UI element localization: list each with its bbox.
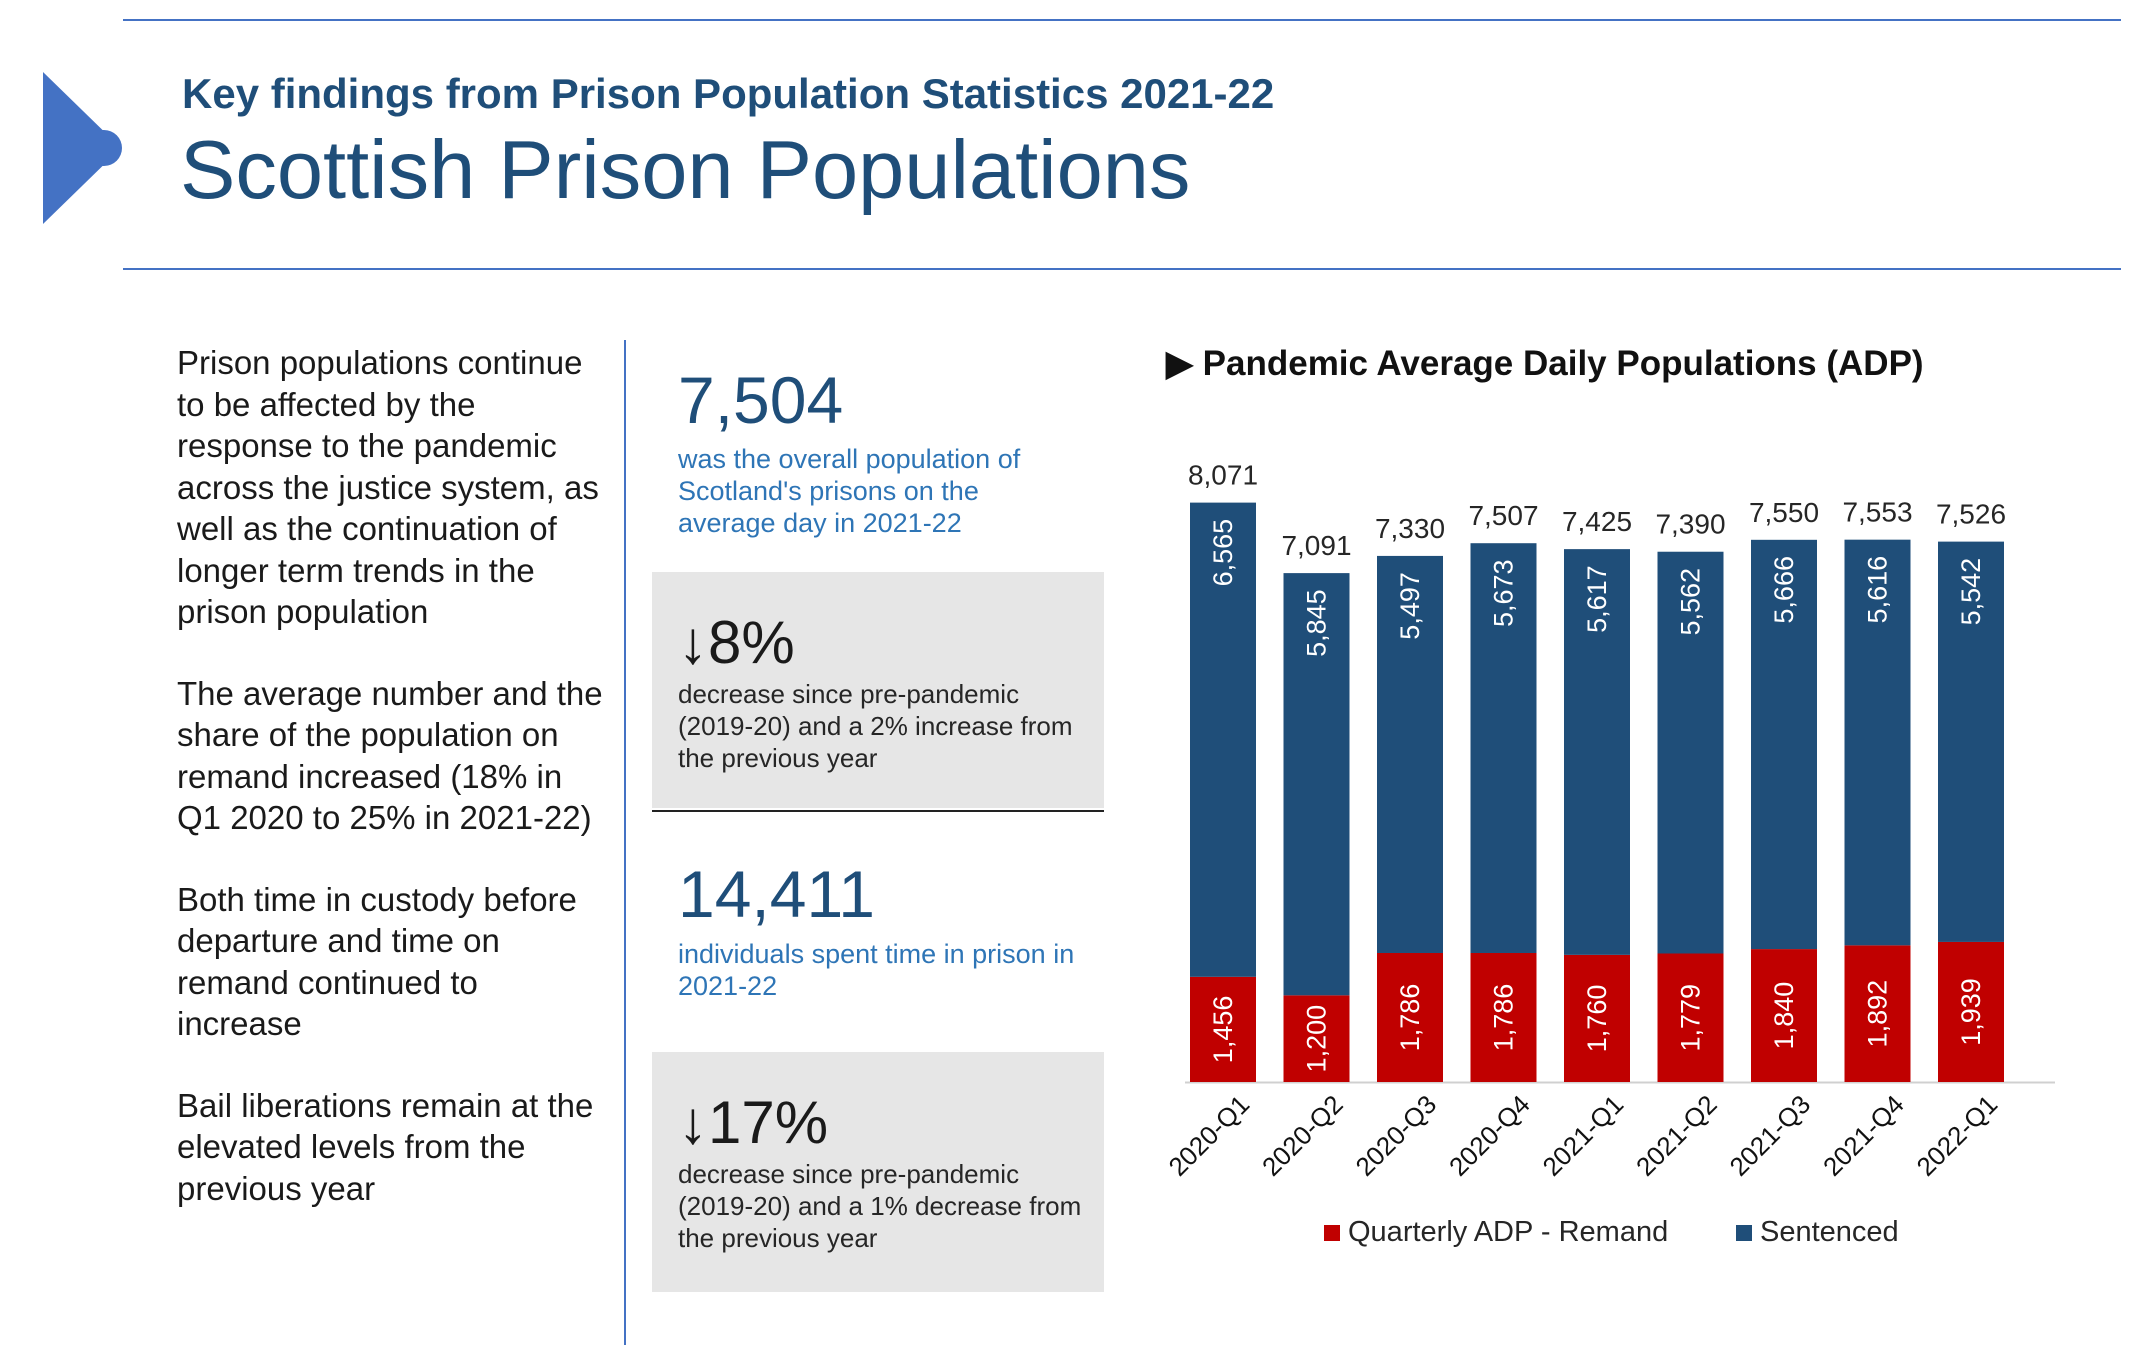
finding-paragraph: Both time in custody before departure an… bbox=[177, 880, 577, 1043]
sentenced-value-label: 5,673 bbox=[1489, 559, 1519, 627]
key-findings-text: Prison populations continue to be affect… bbox=[177, 342, 607, 1249]
x-tick-label: 2021-Q1 bbox=[1536, 1089, 1629, 1182]
play-triangle-icon-tip bbox=[102, 130, 122, 166]
sentenced-bar bbox=[1470, 543, 1537, 953]
remand-bar bbox=[1844, 945, 1911, 1082]
total-value-label: 7,507 bbox=[1468, 500, 1538, 531]
remand-value-label: 1,892 bbox=[1863, 980, 1893, 1048]
population-stat-value: 7,504 bbox=[678, 363, 844, 437]
remand-value-label: 1,200 bbox=[1302, 1005, 1332, 1073]
sentenced-bar bbox=[1751, 539, 1817, 950]
individuals-stat-desc: individuals spent time in prison in 2021… bbox=[678, 939, 1075, 1001]
legend-sentenced-label: Sentenced bbox=[1760, 1216, 1899, 1248]
sentenced-bar bbox=[1377, 555, 1443, 953]
header-rule bbox=[123, 268, 2121, 270]
remand-bar bbox=[1190, 976, 1256, 1082]
sentenced-value-label: 5,542 bbox=[1956, 558, 1986, 626]
remand-value-label: 1,779 bbox=[1676, 984, 1706, 1052]
population-change-pct: ↓8% bbox=[678, 609, 795, 676]
remand-bar bbox=[1377, 952, 1443, 1082]
remand-bar bbox=[1938, 941, 2004, 1082]
x-tick-label: 2020-Q1 bbox=[1162, 1089, 1255, 1182]
legend-remand-label: Quarterly ADP - Remand bbox=[1348, 1216, 1668, 1248]
top-rule bbox=[123, 19, 2121, 21]
finding-paragraph: Bail liberations remain at the elevated … bbox=[177, 1086, 594, 1207]
x-tick-label: 2021-Q3 bbox=[1723, 1089, 1816, 1182]
remand-bar bbox=[1283, 995, 1350, 1082]
remand-bar bbox=[1564, 954, 1630, 1082]
x-tick-label: 2020-Q4 bbox=[1443, 1089, 1536, 1182]
sentenced-value-label: 5,666 bbox=[1769, 556, 1799, 624]
total-value-label: 7,091 bbox=[1281, 530, 1351, 561]
play-marker-icon: ▶ bbox=[1166, 344, 1193, 383]
remand-bar bbox=[1751, 949, 1817, 1082]
stacked-bar-chart: 1,456 6,565 8,071 2020-Q1 1,200 5,845 7,091 202… bbox=[1162, 460, 2055, 1248]
sentenced-value-label: 5,845 bbox=[1302, 589, 1332, 657]
sentenced-value-label: 5,617 bbox=[1582, 565, 1612, 633]
sentenced-value-label: 6,565 bbox=[1208, 519, 1238, 587]
total-value-label: 7,526 bbox=[1936, 499, 2006, 530]
total-value-label: 7,553 bbox=[1842, 497, 1912, 528]
remand-value-label: 1,939 bbox=[1956, 978, 1986, 1046]
chart-title: ▶ Pandemic Average Daily Populations (AD… bbox=[1166, 344, 1924, 383]
sentenced-bar bbox=[1844, 539, 1911, 946]
remand-bar bbox=[1657, 953, 1724, 1082]
population-change-box: ↓8% decrease since pre-pandemic (2019-20… bbox=[652, 572, 1104, 808]
total-value-label: 8,071 bbox=[1188, 460, 1258, 491]
x-tick-label: 2021-Q4 bbox=[1817, 1089, 1910, 1182]
remand-value-label: 1,760 bbox=[1582, 985, 1612, 1053]
population-stat-desc: was the overall population of Scotland's… bbox=[678, 444, 1021, 538]
x-tick-label: 2022-Q1 bbox=[1910, 1089, 2003, 1182]
total-value-label: 7,425 bbox=[1562, 506, 1632, 537]
total-value-label: 7,390 bbox=[1655, 509, 1725, 540]
population-change-desc: decrease since pre-pandemic (2019-20) an… bbox=[678, 679, 1073, 773]
sentenced-value-label: 5,497 bbox=[1395, 572, 1425, 640]
legend-remand-swatch bbox=[1324, 1225, 1340, 1241]
sentenced-value-label: 5,616 bbox=[1863, 556, 1893, 624]
sentenced-value-label: 5,562 bbox=[1676, 568, 1706, 636]
individuals-change-box: ↓17% decrease since pre-pandemic (2019-2… bbox=[652, 1052, 1104, 1292]
remand-value-label: 1,840 bbox=[1769, 982, 1799, 1050]
sentenced-bar bbox=[1190, 502, 1256, 977]
sentenced-bar bbox=[1283, 573, 1350, 996]
down-arrow-icon: ↓ bbox=[678, 609, 708, 676]
legend-sentenced-swatch bbox=[1736, 1225, 1752, 1241]
sentenced-bar bbox=[1564, 549, 1630, 955]
individuals-change-pct: ↓17% bbox=[678, 1089, 829, 1156]
x-tick-label: 2020-Q2 bbox=[1256, 1089, 1349, 1182]
sentenced-bar bbox=[1657, 551, 1724, 954]
remand-bar bbox=[1470, 952, 1537, 1082]
sentenced-bar bbox=[1938, 541, 2004, 942]
remand-value-label: 1,456 bbox=[1208, 996, 1238, 1064]
page-subtitle: Key findings from Prison Population Stat… bbox=[182, 70, 1275, 117]
page-title: Scottish Prison Populations bbox=[180, 123, 1191, 216]
column-divider bbox=[624, 340, 626, 1345]
x-tick-label: 2020-Q3 bbox=[1349, 1089, 1442, 1182]
down-arrow-icon: ↓ bbox=[678, 1089, 708, 1156]
individuals-change-desc: decrease since pre-pandemic (2019-20) an… bbox=[678, 1159, 1082, 1253]
stats-divider bbox=[652, 810, 1104, 812]
remand-value-label: 1,786 bbox=[1489, 984, 1519, 1052]
remand-value-label: 1,786 bbox=[1395, 984, 1425, 1052]
x-tick-label: 2021-Q2 bbox=[1630, 1089, 1723, 1182]
finding-paragraph: Prison populations continue to be affect… bbox=[177, 344, 599, 630]
total-value-label: 7,330 bbox=[1375, 513, 1445, 544]
finding-paragraph: The average number and the share of the … bbox=[177, 674, 603, 837]
individuals-stat-value: 14,411 bbox=[678, 857, 875, 931]
total-value-label: 7,550 bbox=[1749, 497, 1819, 528]
